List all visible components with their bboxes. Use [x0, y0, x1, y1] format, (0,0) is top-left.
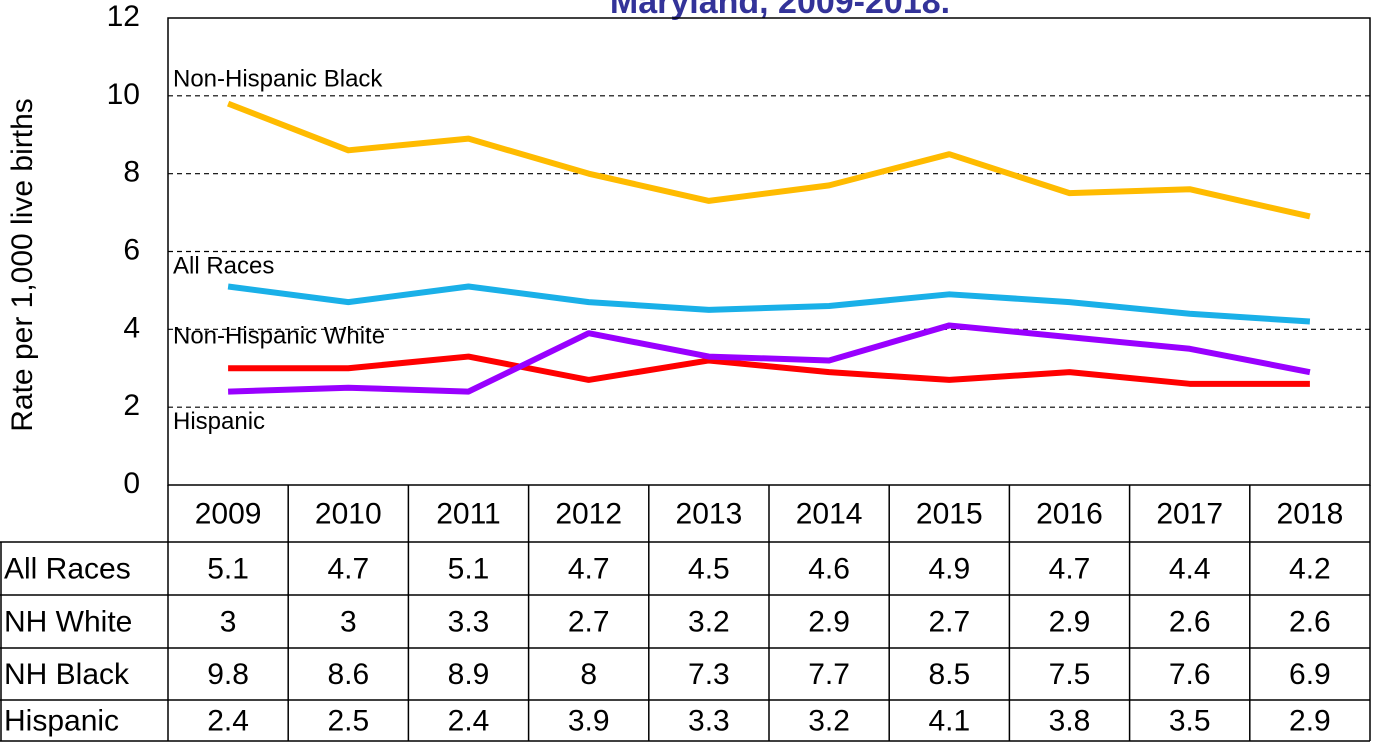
table-value: 2.9 [808, 605, 850, 638]
line-label: All Races [173, 252, 274, 279]
y-tick-label: 0 [123, 467, 140, 500]
x-tick-label: 2012 [555, 497, 622, 530]
table-value: 3.3 [688, 704, 730, 737]
table-value: 3.5 [1169, 704, 1211, 737]
row-label: NH White [4, 605, 132, 638]
table-value: 4.5 [688, 552, 730, 585]
table-value: 3.2 [688, 605, 730, 638]
x-tick-label: 2011 [436, 497, 501, 530]
series-line [227, 100, 1311, 220]
x-tick-label: 2010 [315, 497, 382, 530]
table-value: 2.6 [1169, 605, 1211, 638]
y-tick-label: 4 [123, 311, 140, 344]
table-value: 8 [580, 658, 597, 691]
x-tick-label: 2017 [1156, 497, 1223, 530]
x-tick-label: 2009 [195, 497, 262, 530]
table-value: 8.9 [448, 658, 490, 691]
x-tick-label: 2016 [1036, 497, 1103, 530]
table-value: 6.9 [1289, 658, 1331, 691]
table-value: 2.4 [448, 704, 490, 737]
table-value: 4.7 [1049, 552, 1091, 585]
table-value: 4.1 [928, 704, 970, 737]
y-tick-label: 6 [123, 233, 140, 266]
series-line [228, 322, 1311, 395]
table-value: 9.8 [207, 658, 249, 691]
table-value: 4.7 [327, 552, 369, 585]
table-value: 8.5 [928, 658, 970, 691]
table-value: 4.6 [808, 552, 850, 585]
table-value: 5.1 [448, 552, 490, 585]
table-value: 2.7 [568, 605, 610, 638]
table-value: 4.4 [1169, 552, 1211, 585]
x-tick-label: 2013 [676, 497, 743, 530]
x-tick-label: 2018 [1277, 497, 1344, 530]
table-value: 7.7 [808, 658, 850, 691]
row-label: All Races [4, 552, 131, 585]
line-label: Hispanic [173, 408, 265, 435]
table-value: 5.1 [207, 552, 249, 585]
table-value: 4.7 [568, 552, 610, 585]
table-value: 3 [340, 605, 357, 638]
y-axis-label: Rate per 1,000 live births [6, 98, 39, 432]
line-label: Non-Hispanic White [173, 322, 385, 349]
table-value: 3.2 [808, 704, 850, 737]
table-value: 7.5 [1049, 658, 1091, 691]
table-value: 7.6 [1169, 658, 1211, 691]
table-value: 2.9 [1289, 704, 1331, 737]
y-tick-label: 10 [107, 78, 140, 111]
line-label: Non-Hispanic Black [173, 66, 383, 93]
table-value: 4.2 [1289, 552, 1331, 585]
y-tick-label: 12 [107, 0, 140, 33]
table-value: 2.9 [1049, 605, 1091, 638]
x-tick-label: 2014 [796, 497, 863, 530]
chart-title: Maryland, 2009-2018. [610, 0, 950, 21]
table-value: 2.7 [928, 605, 970, 638]
table-value: 3 [220, 605, 237, 638]
series-line [228, 353, 1310, 387]
table-value: 3.8 [1049, 704, 1091, 737]
y-tick-label: 8 [123, 156, 140, 189]
table-value: 3.9 [568, 704, 610, 737]
table-value: 4.9 [928, 552, 970, 585]
row-label: NH Black [4, 658, 130, 691]
x-tick-label: 2015 [916, 497, 983, 530]
y-tick-label: 2 [123, 389, 140, 422]
table-value: 8.6 [327, 658, 369, 691]
row-label: Hispanic [4, 704, 119, 737]
table-value: 7.3 [688, 658, 730, 691]
table-value: 2.5 [327, 704, 369, 737]
table-value: 2.6 [1289, 605, 1331, 638]
table-value: 2.4 [207, 704, 249, 737]
table-value: 3.3 [448, 605, 490, 638]
series-line [227, 283, 1311, 325]
